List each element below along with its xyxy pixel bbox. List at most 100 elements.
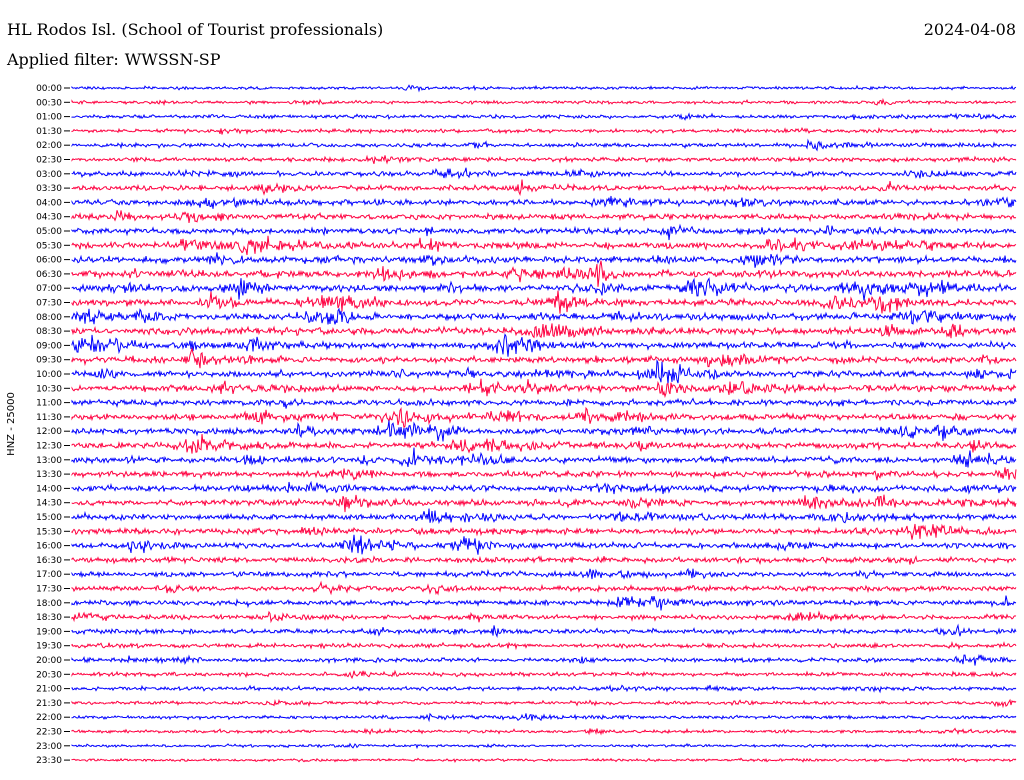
time-tick-label: 22:30: [36, 728, 62, 738]
time-tick-label: 05:30: [36, 241, 62, 251]
time-tick-label: 16:30: [36, 556, 62, 566]
trace-line: [71, 447, 1017, 468]
trace-line: [71, 727, 1017, 736]
trace-line: [71, 555, 1017, 566]
time-tick-label: 23:00: [36, 742, 62, 752]
time-tick-label: 09:00: [36, 341, 62, 351]
trace-line: [71, 567, 1017, 580]
trace-line: [71, 595, 1017, 611]
time-tick-label: 21:30: [36, 699, 62, 709]
time-tick-label: 12:00: [36, 427, 62, 437]
time-tick-label: 14:30: [36, 499, 62, 509]
trace-line: [71, 742, 1017, 750]
trace-line: [71, 684, 1017, 694]
trace-line: [71, 252, 1017, 268]
trace-line: [71, 210, 1017, 223]
time-tick-label: 18:00: [36, 599, 62, 609]
time-tick-label: 07:00: [36, 284, 62, 294]
time-tick-label: 15:00: [36, 513, 62, 523]
time-tick-label: 05:00: [36, 227, 62, 237]
trace-line: [71, 641, 1017, 651]
trace-line: [71, 223, 1017, 241]
time-tick-label: 12:30: [36, 442, 62, 452]
trace-line: [71, 307, 1017, 325]
trace-line: [71, 610, 1017, 624]
trace-line: [71, 154, 1017, 165]
filter-value: WWSSN-SP: [124, 50, 221, 69]
trace-line: [71, 623, 1017, 639]
time-tick-label: 14:00: [36, 484, 62, 494]
trace-line: [71, 712, 1017, 723]
trace-line: [71, 669, 1017, 680]
time-tick-label: 00:30: [36, 98, 62, 108]
trace-line: [71, 523, 1017, 540]
trace-line: [71, 290, 1017, 314]
time-tick-label: 21:00: [36, 685, 62, 695]
trace-line: [71, 378, 1017, 399]
trace-line: [71, 420, 1017, 442]
trace-line: [71, 397, 1017, 409]
trace-line: [71, 333, 1017, 357]
trace-line: [71, 698, 1017, 709]
y-axis-label: HNZ - 25000: [6, 392, 17, 456]
trace-line: [71, 494, 1017, 513]
time-tick-label: 08:00: [36, 313, 62, 323]
time-tick-label: 23:30: [36, 756, 62, 766]
time-tick-label: 20:30: [36, 670, 62, 680]
trace-line: [71, 406, 1017, 429]
trace-line: [71, 195, 1017, 209]
trace-line: [71, 434, 1017, 454]
trace-line: [71, 346, 1017, 369]
time-tick-label: 11:00: [36, 399, 62, 409]
time-tick-label: 07:30: [36, 299, 62, 309]
trace-line: [71, 260, 1017, 287]
time-tick-label: 04:30: [36, 213, 62, 223]
time-tick-label: 22:00: [36, 713, 62, 723]
time-tick-label: 02:30: [36, 156, 62, 166]
time-tick-label: 01:00: [36, 113, 62, 123]
time-tick-label: 10:30: [36, 384, 62, 394]
time-tick-label: 08:30: [36, 327, 62, 337]
time-tick-label: 17:00: [36, 570, 62, 580]
filter-prefix: Applied filter:: [7, 50, 119, 69]
record-date: 2024-04-08: [923, 20, 1016, 39]
trace-line: [71, 467, 1017, 481]
time-tick-label: 04:00: [36, 198, 62, 208]
time-tick-label: 19:00: [36, 627, 62, 637]
trace-line: [71, 97, 1017, 107]
trace-line: [71, 138, 1017, 152]
time-tick-label: 03:00: [36, 170, 62, 180]
time-tick-label: 20:00: [36, 656, 62, 666]
time-tick-label: 11:30: [36, 413, 62, 423]
time-tick-label: 06:00: [36, 256, 62, 266]
trace-line: [71, 235, 1017, 256]
trace-line: [71, 179, 1017, 196]
trace-line: [71, 126, 1017, 135]
filter-line: Applied filter: WWSSN-SP: [7, 50, 220, 69]
station-title: HL Rodos Isl. (School of Tourist profess…: [7, 20, 384, 39]
trace-line: [71, 323, 1017, 339]
time-tick-label: 13:30: [36, 470, 62, 480]
time-tick-label: 17:30: [36, 585, 62, 595]
time-tick-label: 19:30: [36, 642, 62, 652]
trace-line: [71, 277, 1017, 301]
trace-line: [71, 167, 1017, 180]
time-tick-label: 16:00: [36, 542, 62, 552]
time-tick-label: 02:00: [36, 141, 62, 151]
trace-line: [71, 112, 1017, 121]
time-tick-label: 10:00: [36, 370, 62, 380]
time-tick-label: 18:30: [36, 613, 62, 623]
time-tick-label: 06:30: [36, 270, 62, 280]
time-tick-label: 15:30: [36, 527, 62, 537]
trace-line: [71, 757, 1017, 763]
trace-line: [71, 580, 1017, 596]
time-tick-label: 00:00: [36, 84, 62, 94]
time-tick-label: 13:00: [36, 456, 62, 466]
trace-line: [71, 480, 1017, 495]
time-tick-label: 01:30: [36, 127, 62, 137]
trace-line: [71, 534, 1017, 555]
time-tick-label: 03:30: [36, 184, 62, 194]
time-tick-label: 09:30: [36, 356, 62, 366]
trace-line: [71, 508, 1017, 525]
